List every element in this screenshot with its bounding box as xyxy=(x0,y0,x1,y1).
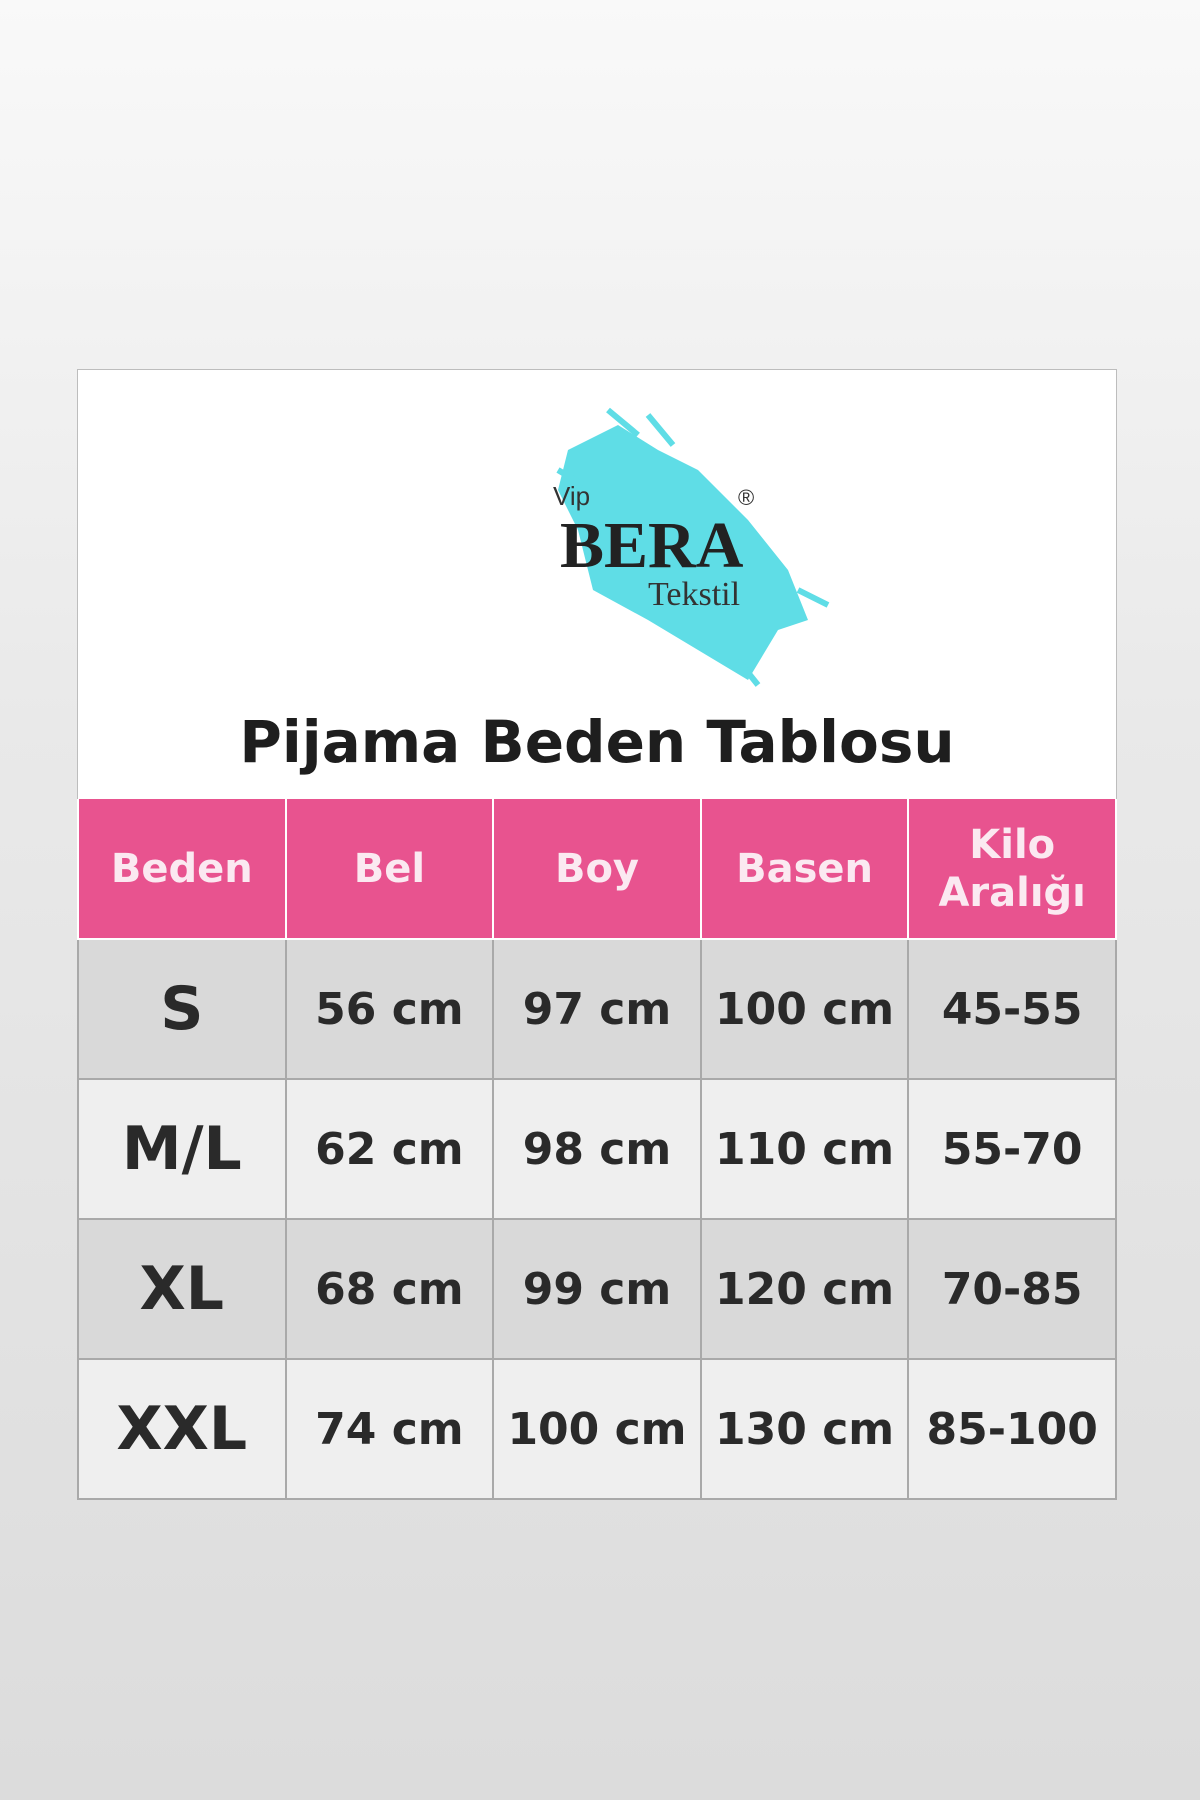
cell-size: XL xyxy=(77,1218,287,1360)
cell-boy: 99 cm xyxy=(492,1218,702,1360)
table-row: M/L 62 cm 98 cm 110 cm 55-70 xyxy=(77,1078,1117,1220)
header-bel: Bel xyxy=(284,799,495,940)
header-kilo: Kilo Aralığı xyxy=(907,799,1117,940)
table-row: S 56 cm 97 cm 100 cm 45-55 xyxy=(77,938,1117,1080)
cell-kilo: 70-85 xyxy=(907,1218,1117,1360)
cell-basen: 120 cm xyxy=(699,1218,910,1360)
cell-boy: 98 cm xyxy=(492,1078,702,1220)
header-basen: Basen xyxy=(699,799,910,940)
cell-boy: 97 cm xyxy=(492,938,702,1080)
logo-registered: ® xyxy=(738,485,754,510)
cell-size: S xyxy=(77,938,287,1080)
cell-kilo: 85-100 xyxy=(907,1358,1117,1500)
bera-tekstil-logo: Vip ® BERA Tekstil xyxy=(553,407,830,687)
cell-bel: 68 cm xyxy=(284,1218,495,1360)
cell-basen: 100 cm xyxy=(699,938,910,1080)
table-header-row: Beden Bel Boy Basen Kilo Aralığı xyxy=(77,799,1117,940)
page-title: Pijama Beden Tablosu xyxy=(239,708,955,776)
table-row: XXL 74 cm 100 cm 130 cm 85-100 xyxy=(77,1358,1117,1500)
logo-vip: Vip xyxy=(553,481,590,511)
table-row: XL 68 cm 99 cm 120 cm 70-85 xyxy=(77,1218,1117,1360)
header-boy: Boy xyxy=(492,799,702,940)
header-card: Vip ® BERA Tekstil Pijama Beden Tablosu xyxy=(77,369,1117,799)
cell-boy: 100 cm xyxy=(492,1358,702,1500)
cell-bel: 74 cm xyxy=(284,1358,495,1500)
paint-splash xyxy=(558,425,808,680)
cell-basen: 130 cm xyxy=(699,1358,910,1500)
cell-bel: 56 cm xyxy=(284,938,495,1080)
logo-brand: BERA xyxy=(560,509,744,582)
cell-bel: 62 cm xyxy=(284,1078,495,1220)
logo-tekstil: Tekstil xyxy=(648,576,740,613)
cell-kilo: 45-55 xyxy=(907,938,1117,1080)
header-beden: Beden xyxy=(77,799,287,940)
cell-size: XXL xyxy=(77,1358,287,1500)
cell-kilo: 55-70 xyxy=(907,1078,1117,1220)
cell-basen: 110 cm xyxy=(699,1078,910,1220)
cell-size: M/L xyxy=(77,1078,287,1220)
size-table: Beden Bel Boy Basen Kilo Aralığı S 56 cm… xyxy=(77,799,1117,1500)
